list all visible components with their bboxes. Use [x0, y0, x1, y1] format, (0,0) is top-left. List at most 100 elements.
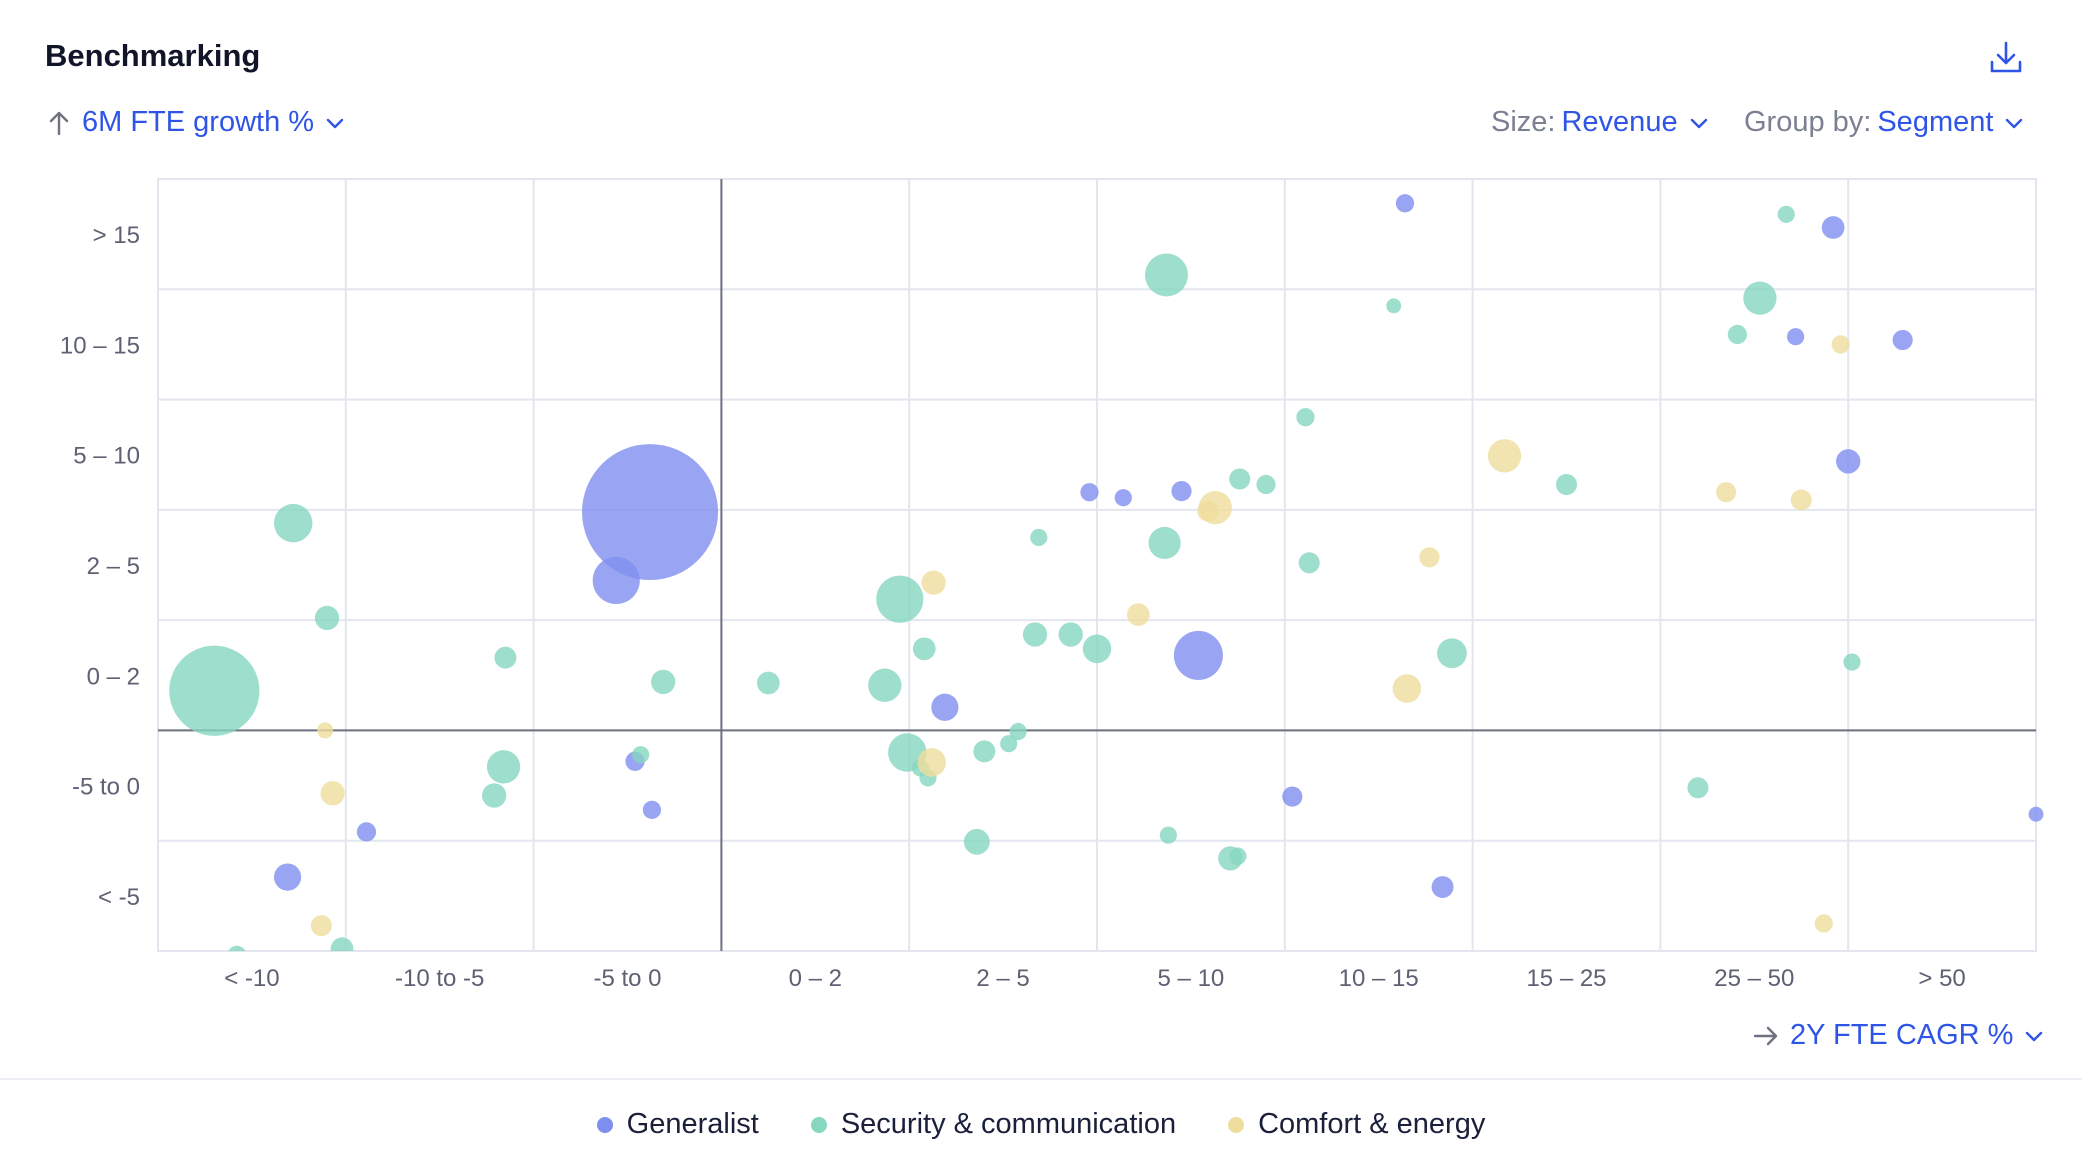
- bubble-point[interactable]: [1843, 653, 1861, 671]
- legend-label: Comfort & energy: [1258, 1108, 1486, 1140]
- bubble-point[interactable]: [1787, 328, 1805, 346]
- bubble-point[interactable]: [227, 945, 246, 965]
- x-metric-selector[interactable]: 2Y FTE CAGR %: [1752, 1019, 2045, 1052]
- bubble-point[interactable]: [494, 646, 517, 669]
- bubble-point[interactable]: [1114, 489, 1132, 507]
- bubble-point[interactable]: [876, 575, 924, 623]
- bubble-point[interactable]: [1392, 674, 1422, 703]
- bubble-point[interactable]: [1431, 876, 1454, 898]
- bubble-point[interactable]: [931, 693, 959, 721]
- legend-swatch: [810, 1116, 827, 1133]
- bubble-point[interactable]: [651, 669, 676, 695]
- bubble-point[interactable]: [642, 800, 662, 819]
- size-selector[interactable]: Size: Revenue: [1491, 106, 1710, 139]
- x-tick-label: 2 – 5: [976, 965, 1029, 992]
- bubble-point[interactable]: [1687, 777, 1709, 799]
- bubble-point[interactable]: [1229, 468, 1251, 490]
- bubble-point[interactable]: [1030, 528, 1048, 547]
- bubble-point[interactable]: [486, 750, 521, 784]
- bubble-point[interactable]: [1022, 622, 1048, 647]
- bubble-point[interactable]: [320, 781, 345, 806]
- bubble-point[interactable]: [330, 937, 354, 960]
- x-tick-label: 25 – 50: [1714, 965, 1794, 992]
- bubble-point[interactable]: [1009, 722, 1027, 741]
- y-tick-label: 10 – 15: [60, 332, 140, 359]
- y-tick-label: -5 to 0: [72, 774, 140, 801]
- bubble-point[interactable]: [1126, 603, 1150, 627]
- bubble-point[interactable]: [1148, 526, 1181, 560]
- bubble-point[interactable]: [1831, 335, 1850, 354]
- bubble-point[interactable]: [1082, 634, 1112, 664]
- x-tick-label: > 50: [1918, 965, 1965, 992]
- chevron-down-icon: [2026, 1031, 2043, 1041]
- bubble-point[interactable]: [1437, 638, 1467, 669]
- bubble-point[interactable]: [1229, 847, 1247, 865]
- bubble-point[interactable]: [1296, 408, 1315, 427]
- bubble-point[interactable]: [310, 915, 332, 937]
- legend: Generalist Security & communication Comf…: [0, 1108, 2082, 1141]
- bubble-point[interactable]: [1159, 826, 1177, 844]
- x-tick-label: 5 – 10: [1158, 965, 1225, 992]
- bubble-point[interactable]: [1282, 786, 1303, 807]
- y-tick-label: 2 – 5: [87, 553, 140, 580]
- legend-swatch: [1228, 1116, 1245, 1133]
- y-tick-label: > 15: [93, 222, 140, 249]
- legend-item-generalist[interactable]: Generalist: [596, 1108, 759, 1141]
- bubble-point[interactable]: [921, 570, 946, 595]
- legend-item-security[interactable]: Security & communication: [810, 1108, 1176, 1141]
- bubble-point[interactable]: [1197, 500, 1219, 522]
- bubble-point[interactable]: [1777, 205, 1795, 223]
- bubble-point[interactable]: [1419, 547, 1440, 568]
- arrow-up-icon: [49, 111, 69, 135]
- scatter-chart: < -10 -10 to -5 -5 to 0 0 – 2 2 – 5 5 – 10 10 …: [60, 178, 2044, 992]
- bubble-point[interactable]: [912, 637, 936, 661]
- bubble-point[interactable]: [1727, 324, 1748, 345]
- download-icon[interactable]: [1986, 38, 2026, 78]
- chevron-down-icon: [1690, 118, 1707, 128]
- x-tick-label: 0 – 2: [789, 965, 842, 992]
- bubble-point[interactable]: [1487, 439, 1522, 473]
- bubble-point[interactable]: [1298, 552, 1320, 574]
- bubble-point[interactable]: [582, 444, 719, 581]
- bubble-point[interactable]: [632, 746, 650, 764]
- bubble-point[interactable]: [169, 645, 260, 736]
- bubble-point[interactable]: [1058, 622, 1083, 647]
- bubble-point[interactable]: [592, 556, 640, 604]
- bubble-point[interactable]: [314, 605, 340, 631]
- group-by-selector[interactable]: Group by: Segment: [1744, 106, 2025, 139]
- bubble-point[interactable]: [1555, 473, 1578, 496]
- bubble-point[interactable]: [1716, 482, 1737, 503]
- bubble-point[interactable]: [1000, 735, 1018, 753]
- bubble-point[interactable]: [482, 783, 507, 808]
- bubble-point[interactable]: [1256, 474, 1276, 495]
- bubble-point[interactable]: [1814, 914, 1833, 933]
- bubble-point[interactable]: [2028, 806, 2044, 822]
- size-value: Revenue: [1561, 106, 1678, 138]
- bubble-point[interactable]: [1892, 329, 1913, 351]
- y-metric-selector[interactable]: 6M FTE growth %: [46, 106, 346, 139]
- bubble-point[interactable]: [273, 863, 302, 891]
- bubble-point[interactable]: [1743, 281, 1777, 315]
- bubble-point[interactable]: [1395, 194, 1415, 213]
- bubble-point[interactable]: [317, 722, 334, 739]
- bubble-point[interactable]: [273, 503, 313, 543]
- bubble-point[interactable]: [1836, 449, 1861, 474]
- bubble-point[interactable]: [1171, 481, 1192, 502]
- bubble-point[interactable]: [1080, 483, 1099, 502]
- bubble-point[interactable]: [356, 822, 377, 842]
- bubble-point[interactable]: [1821, 216, 1845, 239]
- bubble-point[interactable]: [1144, 253, 1188, 297]
- bubble-point[interactable]: [973, 740, 996, 763]
- bubble-point[interactable]: [1790, 489, 1812, 511]
- bubble-point[interactable]: [756, 671, 780, 695]
- legend-item-comfort[interactable]: Comfort & energy: [1228, 1108, 1485, 1141]
- legend-divider: [0, 1078, 2082, 1080]
- arrow-right-icon: [1753, 1026, 1778, 1045]
- bubble-point[interactable]: [963, 828, 990, 855]
- bubble-point[interactable]: [917, 748, 946, 777]
- bubble-point[interactable]: [1386, 298, 1402, 314]
- bubble-point[interactable]: [868, 668, 902, 702]
- size-label: Size:: [1491, 106, 1556, 138]
- legend-label: Generalist: [626, 1108, 759, 1140]
- bubble-point[interactable]: [1173, 630, 1223, 680]
